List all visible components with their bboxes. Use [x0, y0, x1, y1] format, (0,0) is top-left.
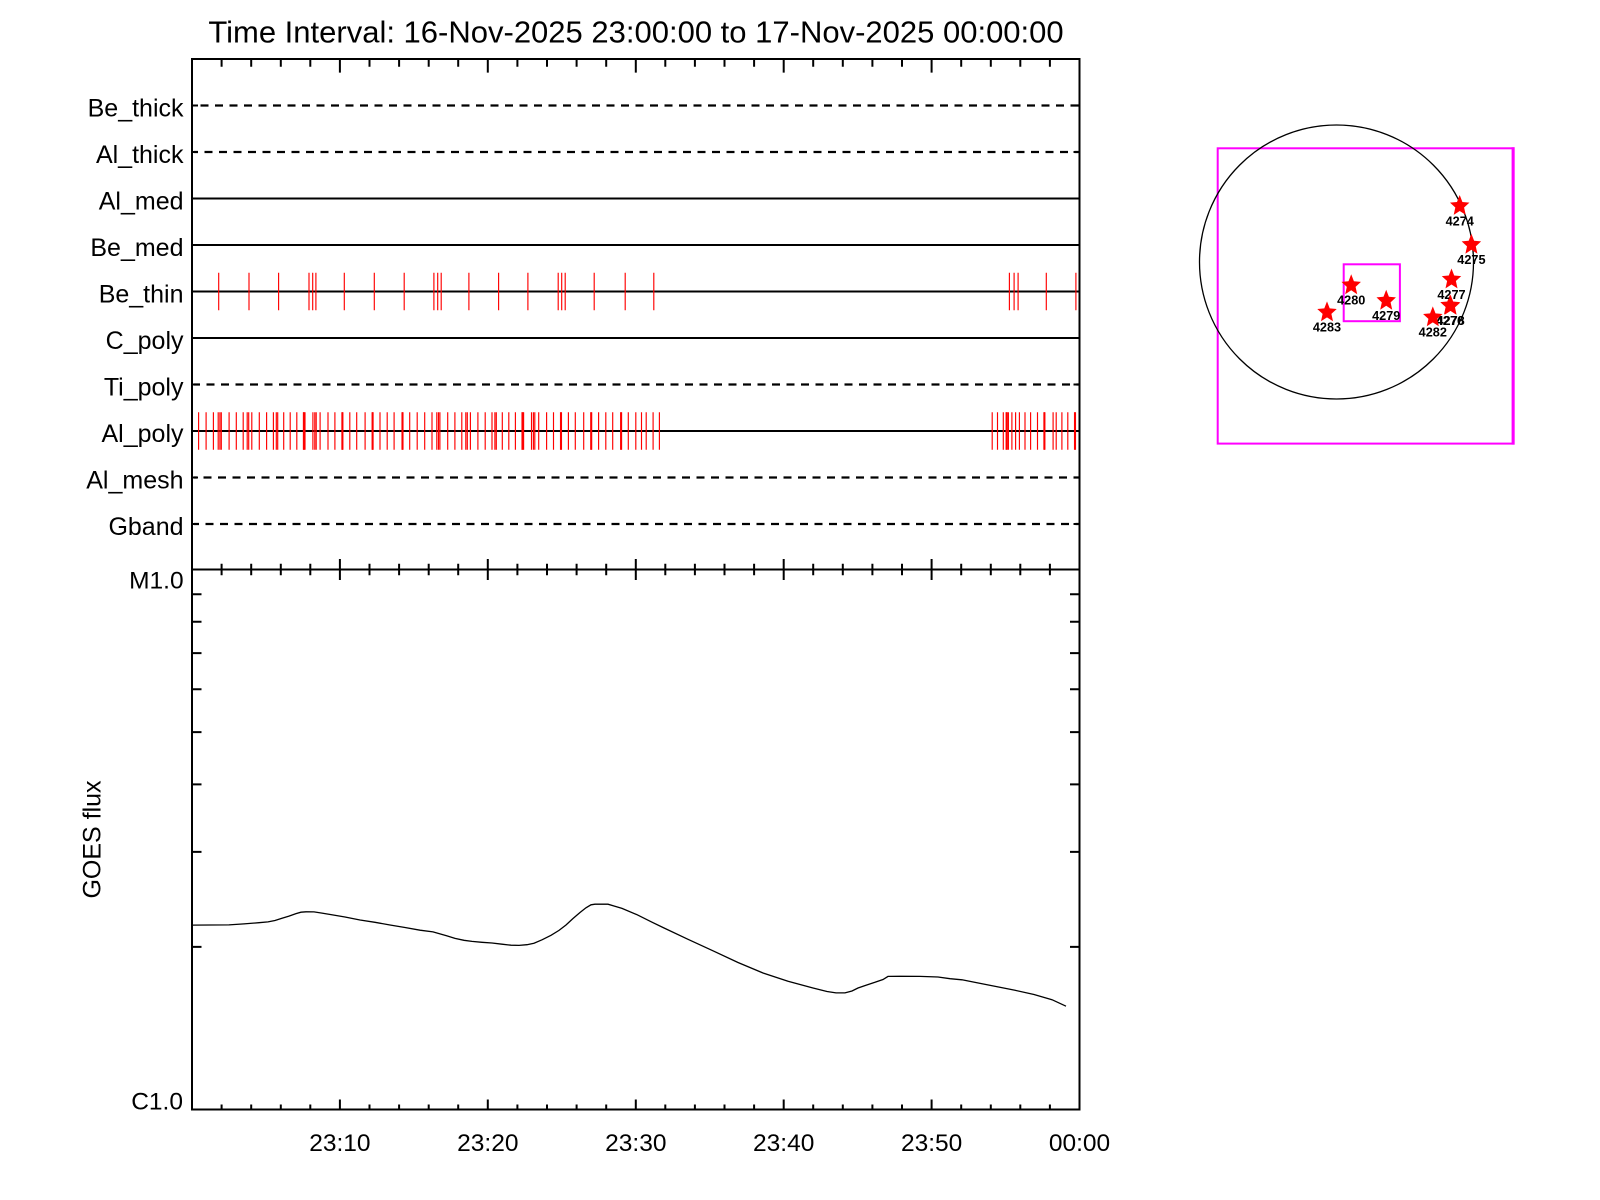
svg-text:Al_med: Al_med: [99, 187, 184, 215]
svg-text:Al_mesh: Al_mesh: [86, 466, 183, 494]
svg-text:4274: 4274: [1446, 214, 1474, 228]
svg-text:Al_thick: Al_thick: [96, 141, 184, 169]
svg-text:4279: 4279: [1372, 309, 1400, 323]
svg-text:23:40: 23:40: [753, 1130, 814, 1157]
svg-text:Time Interval: 16-Nov-2025 23:: Time Interval: 16-Nov-2025 23:00:00 to 1…: [208, 15, 1063, 50]
svg-text:4283: 4283: [1313, 321, 1341, 335]
svg-text:23:20: 23:20: [457, 1130, 518, 1157]
svg-text:Al_poly: Al_poly: [102, 420, 184, 448]
svg-text:4278: 4278: [1436, 314, 1464, 328]
svg-text:4282: 4282: [1419, 326, 1447, 340]
svg-text:23:30: 23:30: [605, 1130, 666, 1157]
svg-text:4280: 4280: [1337, 294, 1365, 308]
svg-text:23:10: 23:10: [309, 1130, 370, 1157]
svg-text:4276: 4276: [1436, 314, 1464, 328]
svg-text:C_poly: C_poly: [106, 327, 184, 355]
svg-text:Be_thin: Be_thin: [99, 280, 184, 308]
svg-text:GOES flux: GOES flux: [79, 780, 107, 899]
svg-text:Be_thick: Be_thick: [88, 94, 184, 122]
svg-text:Ti_poly: Ti_poly: [104, 373, 184, 401]
svg-text:C1.0: C1.0: [131, 1089, 183, 1116]
svg-text:4277: 4277: [1437, 288, 1465, 302]
svg-text:00:00: 00:00: [1049, 1130, 1110, 1157]
svg-text:4275: 4275: [1457, 253, 1485, 267]
svg-text:Be_med: Be_med: [90, 234, 183, 262]
svg-text:M1.0: M1.0: [129, 568, 183, 595]
svg-text:Gband: Gband: [108, 513, 183, 541]
svg-text:23:50: 23:50: [901, 1130, 962, 1157]
